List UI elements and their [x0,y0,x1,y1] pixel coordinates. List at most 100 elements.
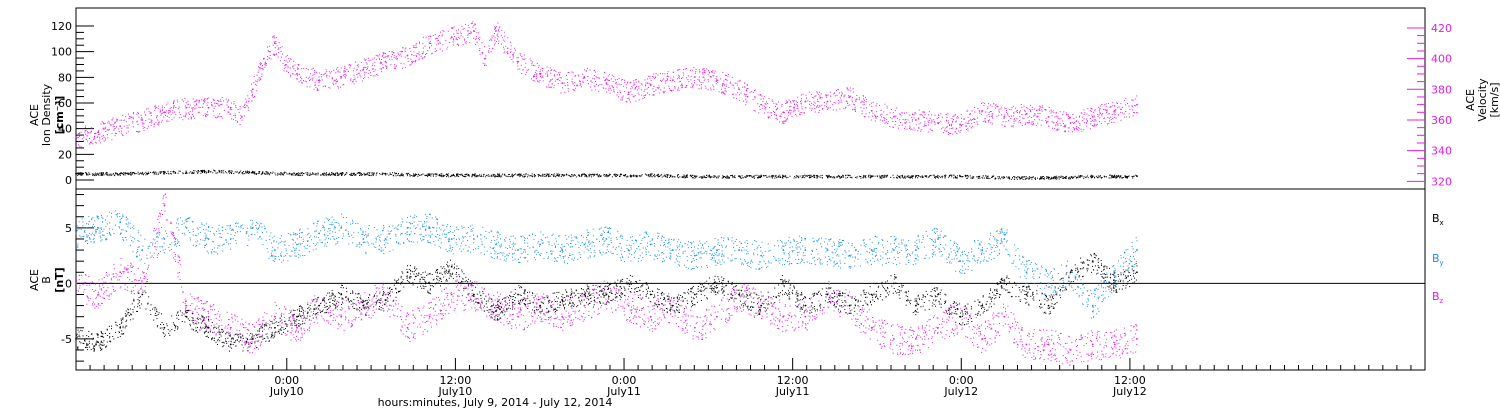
by-series-point [1103,287,1104,288]
density-series-point [1085,177,1086,178]
density-series-point [468,174,469,175]
density-series-point [186,172,187,173]
by-series-point [998,233,999,234]
density-series-point [1061,177,1062,178]
velocity-series-point [533,75,534,76]
velocity-series-point [814,101,815,102]
velocity-series-point [1016,111,1017,112]
velocity-series-point [251,84,252,85]
by-series-point [811,254,812,255]
density-series-point [522,175,523,176]
density-series-point [685,177,686,178]
velocity-series-point [288,67,289,68]
velocity-series-point [804,101,806,103]
density-series-point [856,177,857,178]
by-series-point [268,252,269,253]
velocity-series-point [489,48,490,49]
velocity-series-point [564,83,565,84]
density-series-point [106,174,107,175]
velocity-series-point [336,69,337,70]
velocity-series-point [227,102,228,103]
velocity-series-point [361,62,362,63]
velocity-series-point [507,48,508,49]
velocity-series-point [791,102,792,103]
velocity-series-point [469,42,470,43]
velocity-series-point [755,90,756,91]
velocity-series-point [721,89,722,90]
velocity-series-point [128,131,129,132]
velocity-series-point [1124,100,1125,101]
velocity-series-point [737,92,738,93]
velocity-series-point [191,118,192,119]
velocity-series-point [503,47,504,48]
velocity-series-point [841,92,842,93]
velocity-series-point [1122,107,1123,108]
velocity-series-point [835,95,836,96]
velocity-series-point [150,113,151,114]
velocity-series-point [183,101,184,102]
velocity-series-point [966,129,967,130]
velocity-series-point [773,111,774,112]
density-series-point [130,172,131,173]
density-series-point [86,173,87,174]
velocity-series-point [290,58,291,59]
by-series-point [553,234,554,235]
by-series-point [767,266,768,267]
velocity-series-point [800,103,801,104]
velocity-series-point [442,50,443,51]
velocity-series-point [98,130,99,131]
density-series-point [796,175,797,176]
density-series-point [294,173,295,174]
velocity-series-point [708,81,709,82]
by-series-point [646,233,647,234]
velocity-series-point [273,45,274,46]
velocity-series-point [866,99,867,100]
velocity-series-point [1117,103,1118,104]
velocity-series-point [489,40,490,41]
velocity-series-point [678,77,679,78]
velocity-series-point [801,95,802,96]
velocity-series-point [274,42,275,43]
density-series-point [812,176,813,177]
density-series-point [359,172,360,173]
velocity-series-point [303,80,304,81]
velocity-series-point [805,107,806,108]
velocity-series-point [279,42,280,43]
velocity-series-point [949,125,950,126]
velocity-series-point [173,107,174,108]
velocity-series-point [85,127,86,128]
by-series-point [670,255,671,256]
density-series-point [860,178,861,179]
by-series-point [1115,270,1116,271]
velocity-series-point [380,68,381,69]
velocity-series-point [631,94,632,95]
by-series-point [468,227,469,228]
velocity-series-point [800,114,801,115]
velocity-series-point [668,76,669,77]
by-series-point [940,235,941,236]
density-series-point [360,174,361,175]
velocity-series-point [817,92,818,93]
by-series-point [575,244,576,245]
velocity-series-point [297,69,298,70]
density-series-point [333,173,334,174]
velocity-series-point [802,108,803,109]
density-series-point [292,173,293,174]
velocity-series-point [490,39,491,40]
density-series-point [132,172,133,173]
velocity-series-point [615,79,616,80]
by-series-point [657,233,658,234]
velocity-series-point [543,80,544,81]
velocity-series-point [909,115,910,116]
density-series-point [677,176,678,177]
by-series-point [500,247,501,248]
velocity-series-point [477,42,478,43]
density-series-point [247,172,248,173]
velocity-series-point [655,90,656,91]
velocity-series-point [1019,116,1020,117]
by-series-point [663,237,664,238]
velocity-series-point [345,71,346,72]
velocity-series-point [667,76,668,77]
velocity-series-point [411,63,412,64]
